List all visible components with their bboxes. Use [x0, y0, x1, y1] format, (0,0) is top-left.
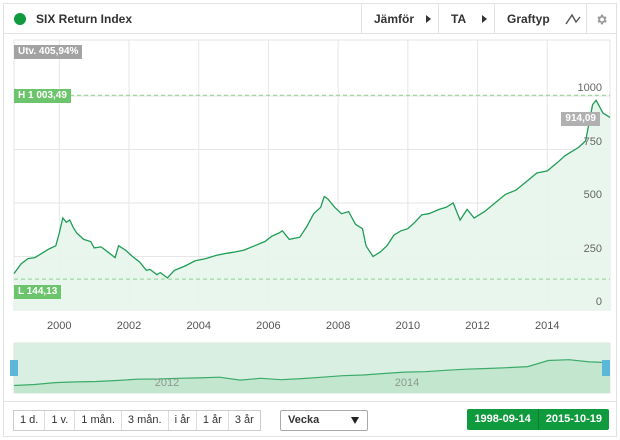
x-tick-label: 2000	[47, 320, 72, 332]
period-1d-button[interactable]: 1 d.	[20, 414, 39, 426]
chart-header: SIX Return Index Jämför TA Graftyp	[4, 4, 616, 34]
gear-icon	[597, 14, 607, 25]
compare-button[interactable]: Jämför	[361, 4, 438, 34]
settings-button[interactable]	[586, 4, 616, 34]
line-chart-icon	[565, 13, 581, 25]
y-tick-label: 500	[583, 189, 602, 201]
interval-select-value: Vecka	[288, 414, 320, 426]
navigator-left-handle[interactable]	[10, 360, 18, 376]
chart-title: SIX Return Index	[36, 12, 133, 26]
change-badge: Utv. 405,94%	[14, 45, 83, 59]
x-tick-label: 2004	[186, 320, 211, 332]
period-1w-button[interactable]: 1 v.	[44, 411, 74, 430]
x-tick-label: 2010	[395, 320, 421, 332]
low-badge: L 144,13	[14, 285, 62, 299]
price-chart[interactable]	[4, 4, 616, 400]
chevron-down-icon	[351, 417, 359, 424]
period-1y-button[interactable]: 1 år	[195, 411, 228, 430]
period-buttons: 1 d. 1 v. 1 mån. 3 mån. i år 1 år 3 år	[13, 410, 261, 431]
period-ytd-button[interactable]: i år	[167, 411, 196, 430]
period-1m-button[interactable]: 1 mån.	[74, 411, 121, 430]
y-tick-label: 250	[583, 242, 602, 255]
date-from-button[interactable]: 1998-09-14	[474, 413, 531, 425]
ta-label: TA	[451, 12, 467, 26]
chart-type-button[interactable]: Graftyp	[494, 4, 586, 34]
interval-select[interactable]: Vecka	[280, 410, 368, 431]
navigator-label-2012: 2012	[154, 377, 180, 389]
caret-right-icon	[482, 15, 488, 23]
navigator-right-handle[interactable]	[602, 360, 610, 376]
x-tick-label: 2006	[256, 320, 281, 332]
status-dot-icon	[14, 13, 26, 25]
x-tick-label: 2002	[116, 320, 142, 332]
period-3m-button[interactable]: 3 mån.	[120, 411, 168, 430]
last-value-badge: 914,09	[561, 112, 600, 126]
x-tick-label: 2008	[325, 320, 351, 332]
high-badge: H 1 003,49	[14, 89, 71, 103]
y-tick-label: 750	[583, 135, 602, 148]
y-tick-label: 1000	[577, 82, 602, 94]
chart-footer: 1 d. 1 v. 1 mån. 3 mån. i år 1 år 3 år V…	[4, 401, 616, 437]
date-range: 1998-09-14 2015-10-19	[467, 409, 609, 430]
y-tick-label: 0	[595, 296, 602, 308]
date-to-button[interactable]: 2015-10-19	[537, 409, 609, 430]
x-tick-label: 2014	[535, 320, 560, 332]
ta-button[interactable]: TA	[438, 4, 494, 34]
navigator-label-2014: 2014	[394, 377, 420, 389]
chart-widget: SIX Return Index Jämför TA Graftyp 2000 2…	[3, 3, 617, 437]
caret-right-icon	[426, 15, 432, 23]
x-tick-label: 2012	[465, 320, 490, 332]
compare-label: Jämför	[374, 12, 415, 26]
period-3y-button[interactable]: 3 år	[227, 411, 260, 430]
chart-type-label: Graftyp	[507, 12, 550, 26]
